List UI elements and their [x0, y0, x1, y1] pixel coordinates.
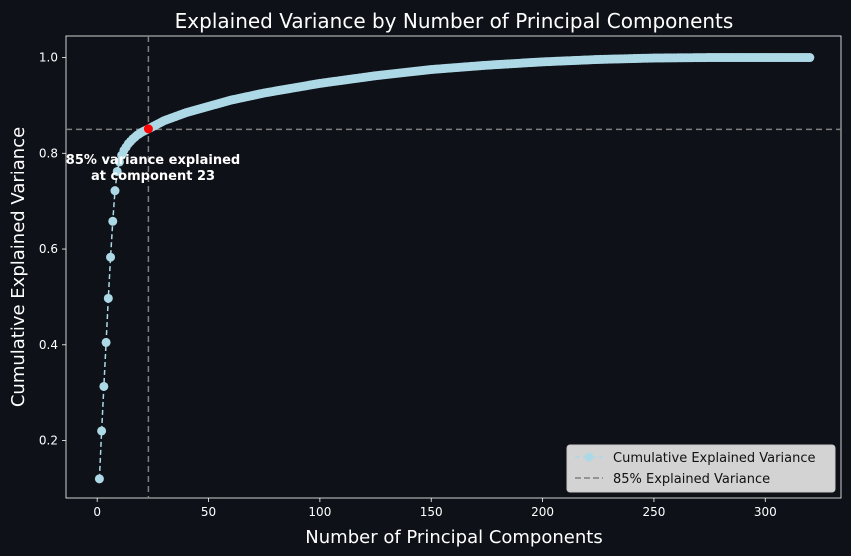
x-tick-label: 250 [642, 505, 665, 519]
x-axis-label: Number of Principal Components [305, 527, 602, 548]
legend-label-threshold: 85% Explained Variance [613, 472, 770, 487]
y-tick-label: 1.0 [39, 51, 58, 65]
variance-point [94, 474, 104, 484]
variance-point [99, 381, 109, 391]
x-tick-label: 100 [308, 505, 331, 519]
x-tick-label: 0 [93, 505, 101, 519]
variance-point [108, 216, 118, 226]
y-axis-label: Cumulative Explained Variance [8, 127, 29, 407]
legend-box [566, 444, 836, 493]
y-axis-ticks: 0.2 0.4 0.6 0.8 1.0 [39, 51, 66, 448]
x-tick-label: 200 [531, 505, 554, 519]
legend: Cumulative Explained Variance 85% Explai… [566, 444, 836, 493]
x-axis-ticks: 0 50 100 150 200 250 300 [93, 498, 777, 519]
y-tick-label: 0.2 [39, 434, 58, 448]
legend-label-variance: Cumulative Explained Variance [613, 451, 815, 466]
variance-point [112, 166, 122, 176]
variance-series [94, 53, 815, 484]
plot-frame [65, 35, 842, 499]
reference-lines [66, 36, 841, 498]
threshold-marker [143, 124, 153, 134]
annotation-line-1: 85% variance explained [66, 153, 240, 168]
variance-point [103, 293, 113, 303]
y-tick-label: 0.8 [39, 146, 58, 160]
threshold-point [143, 124, 153, 134]
y-tick-label: 0.6 [39, 242, 58, 256]
variance-point [106, 252, 116, 262]
variance-point [805, 53, 815, 63]
variance-point [110, 186, 120, 196]
variance-point [97, 426, 107, 436]
chart-title: Explained Variance by Number of Principa… [175, 9, 734, 33]
x-tick-label: 300 [754, 505, 777, 519]
x-tick-label: 50 [201, 505, 216, 519]
annotation-line-2: at component 23 [91, 169, 215, 184]
y-tick-label: 0.4 [39, 338, 58, 352]
variance-point [101, 337, 111, 347]
x-tick-label: 150 [420, 505, 443, 519]
legend-swatch-variance-marker [584, 452, 594, 462]
